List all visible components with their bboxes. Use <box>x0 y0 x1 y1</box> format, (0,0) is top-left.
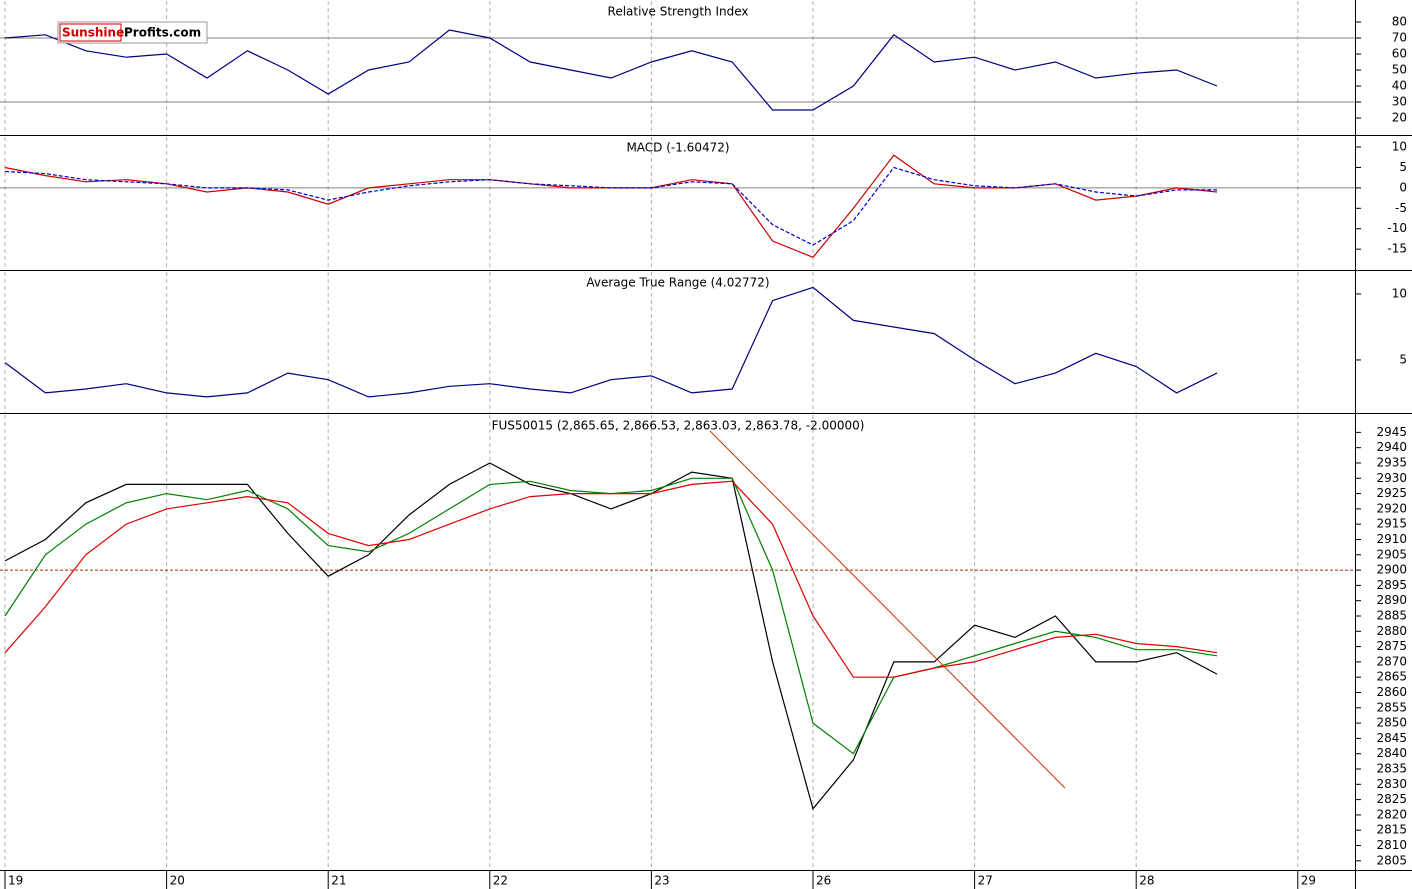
x-tick-label: 22 <box>493 874 508 888</box>
x-tick-label: 19 <box>8 874 23 888</box>
y-tick-label: 2895 <box>1376 578 1407 592</box>
y-tick-label: 80 <box>1392 15 1407 29</box>
y-tick-label: 2850 <box>1376 716 1407 730</box>
x-tick-label: 28 <box>1139 874 1154 888</box>
panel-title: Average True Range (4.02772) <box>586 276 769 290</box>
y-tick-label: 2875 <box>1376 639 1407 653</box>
logo-brand: Sunshine <box>62 26 124 40</box>
y-tick-label: 2900 <box>1376 563 1407 577</box>
y-tick-label: 2815 <box>1376 823 1407 837</box>
x-tick-label: 26 <box>816 874 831 888</box>
y-tick-label: 2825 <box>1376 792 1407 806</box>
y-tick-label: 2915 <box>1376 517 1407 531</box>
y-tick-label: 2860 <box>1376 685 1407 699</box>
series-line <box>4 480 1218 678</box>
logo-domain: Profits.com <box>124 26 201 40</box>
y-tick-label: 2945 <box>1376 425 1407 439</box>
y-tick-label: 2910 <box>1376 532 1407 546</box>
y-tick-label: 50 <box>1392 63 1407 77</box>
y-tick-label: -10 <box>1387 221 1407 235</box>
y-tick-label: 2810 <box>1376 838 1407 852</box>
y-tick-label: 2925 <box>1376 486 1407 500</box>
y-tick-label: 2920 <box>1376 501 1407 515</box>
y-tick-label: -5 <box>1395 201 1407 215</box>
panel-title: FUS50015 (2,865.65, 2,866.53, 2,863.03, … <box>492 419 865 433</box>
series-line <box>4 286 1218 398</box>
y-tick-label: 20 <box>1392 111 1407 125</box>
logo-brand-box <box>59 23 122 42</box>
y-tick-label: 70 <box>1392 31 1407 45</box>
y-tick-label: 10 <box>1392 140 1407 154</box>
panel-title: Relative Strength Index <box>608 5 749 19</box>
y-tick-label: 2870 <box>1376 654 1407 668</box>
x-tick-label: 21 <box>331 874 346 888</box>
y-tick-label: 2935 <box>1376 455 1407 469</box>
y-tick-label: 2820 <box>1376 807 1407 821</box>
y-tick-label: 2930 <box>1376 471 1407 485</box>
y-tick-label: 10 <box>1392 286 1407 300</box>
y-tick-label: 2845 <box>1376 731 1407 745</box>
series-line <box>4 29 1218 111</box>
panel-title: MACD (-1.60472) <box>626 141 729 155</box>
y-tick-label: 2880 <box>1376 624 1407 638</box>
y-tick-label: 2905 <box>1376 547 1407 561</box>
y-tick-label: 60 <box>1392 47 1407 61</box>
y-tick-label: 2835 <box>1376 762 1407 776</box>
x-tick-label: 20 <box>170 874 185 888</box>
y-tick-label: 2830 <box>1376 777 1407 791</box>
logo: Sunshine Profits.com <box>57 21 208 44</box>
y-tick-label: 0 <box>1399 180 1407 194</box>
y-tick-label: 2805 <box>1376 853 1407 867</box>
y-tick-label: 2855 <box>1376 700 1407 714</box>
series-line <box>4 166 1217 246</box>
x-tick-label: 27 <box>978 874 993 888</box>
y-tick-label: 2890 <box>1376 593 1407 607</box>
y-tick-label: 2840 <box>1376 746 1407 760</box>
y-tick-label: -15 <box>1387 242 1407 256</box>
y-tick-label: 2940 <box>1376 440 1407 454</box>
y-tick-label: 2885 <box>1376 608 1407 622</box>
y-tick-label: 2865 <box>1376 670 1407 684</box>
y-tick-label: 5 <box>1399 352 1407 366</box>
y-tick-label: 30 <box>1392 95 1407 109</box>
y-tick-label: 40 <box>1392 79 1407 93</box>
series-line <box>4 462 1218 811</box>
x-tick-label: 23 <box>654 874 669 888</box>
y-tick-label: 5 <box>1399 160 1407 174</box>
x-tick-label: 29 <box>1301 874 1316 888</box>
trend-line <box>709 430 1066 789</box>
